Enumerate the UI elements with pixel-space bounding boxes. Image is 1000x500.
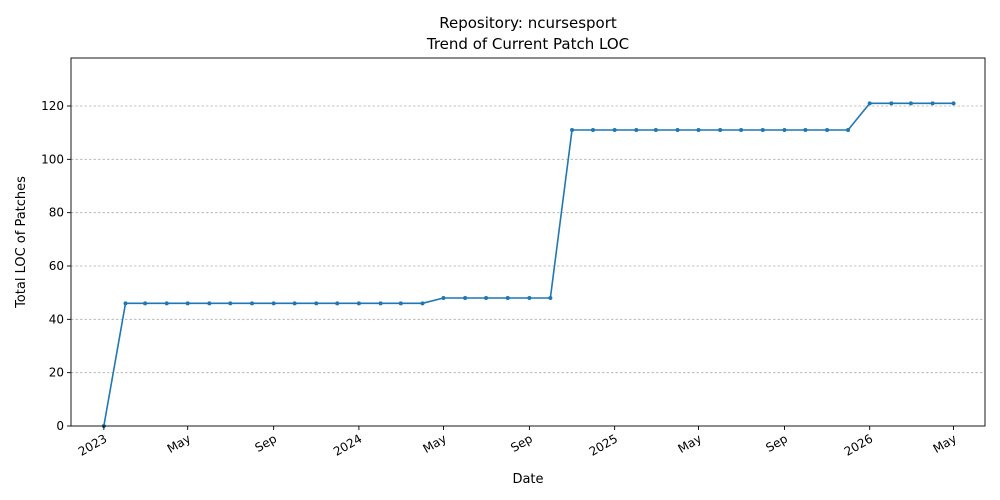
y-tick-label: 0 [56, 419, 64, 433]
data-point [441, 296, 446, 300]
data-point [803, 128, 808, 132]
series-layer [101, 101, 956, 428]
data-point [760, 128, 765, 132]
y-tick-label: 20 [49, 366, 64, 380]
plot-frame [70, 57, 986, 427]
data-point [484, 296, 489, 300]
y-tick-label: 40 [49, 312, 64, 326]
x-tick-label: 2024 [331, 431, 364, 458]
data-point [398, 301, 403, 306]
data-point [590, 128, 595, 132]
data-point [463, 296, 468, 300]
series-line [103, 102, 954, 427]
x-tick-label: 2025 [587, 431, 620, 458]
x-tick-label: May [676, 431, 704, 456]
x-tick-label: 2026 [842, 431, 875, 458]
data-point [867, 101, 872, 106]
x-tick-label: May [165, 431, 193, 456]
data-point [271, 301, 276, 306]
data-point [634, 128, 639, 132]
x-axis-ticks: 2023 May Sep 2024 May Sep 2025 May Sep 2026 May [76, 426, 959, 459]
data-point [356, 301, 361, 306]
data-point [889, 101, 894, 106]
y-tick-label: 120 [41, 99, 64, 113]
data-point [675, 128, 680, 132]
x-tick-label: Sep [508, 431, 535, 454]
data-point [292, 301, 297, 306]
x-axis-label: Date [512, 472, 543, 487]
data-point [782, 128, 787, 132]
x-tick-label: Sep [763, 431, 790, 454]
data-point [143, 301, 148, 306]
data-point [164, 301, 169, 306]
data-point [207, 301, 212, 306]
data-point [505, 296, 510, 300]
data-point [314, 301, 319, 306]
data-point [825, 128, 830, 132]
data-point [612, 128, 617, 132]
data-point [718, 128, 723, 132]
chart-title: Repository: ncursesport [439, 14, 617, 32]
data-point [739, 128, 744, 132]
data-point [696, 128, 701, 132]
data-point [527, 296, 532, 300]
data-point [123, 301, 128, 306]
data-point [249, 301, 254, 306]
x-tick-label: 2023 [76, 431, 109, 458]
chart-subtitle: Trend of Current Patch LOC [426, 35, 629, 53]
data-point [930, 101, 935, 106]
gridlines [71, 105, 985, 374]
y-tick-label: 100 [41, 152, 64, 166]
data-point [378, 301, 383, 306]
x-tick-label: Sep [253, 431, 280, 454]
data-point [185, 301, 190, 306]
data-point [951, 101, 956, 106]
y-tick-label: 60 [49, 259, 64, 273]
data-point [228, 301, 233, 306]
data-point [908, 101, 913, 106]
y-tick-label: 80 [49, 206, 64, 220]
data-point [548, 296, 553, 300]
data-point [570, 128, 575, 132]
data-point [420, 301, 425, 306]
x-tick-label: May [420, 431, 448, 456]
y-axis-ticks: 0 20 40 60 80 100 120 [41, 99, 71, 433]
x-tick-label: May [931, 431, 959, 456]
y-axis-label: Total LOC of Patches [14, 176, 29, 309]
data-point [846, 128, 851, 132]
data-point [335, 301, 340, 306]
data-point [653, 128, 658, 132]
